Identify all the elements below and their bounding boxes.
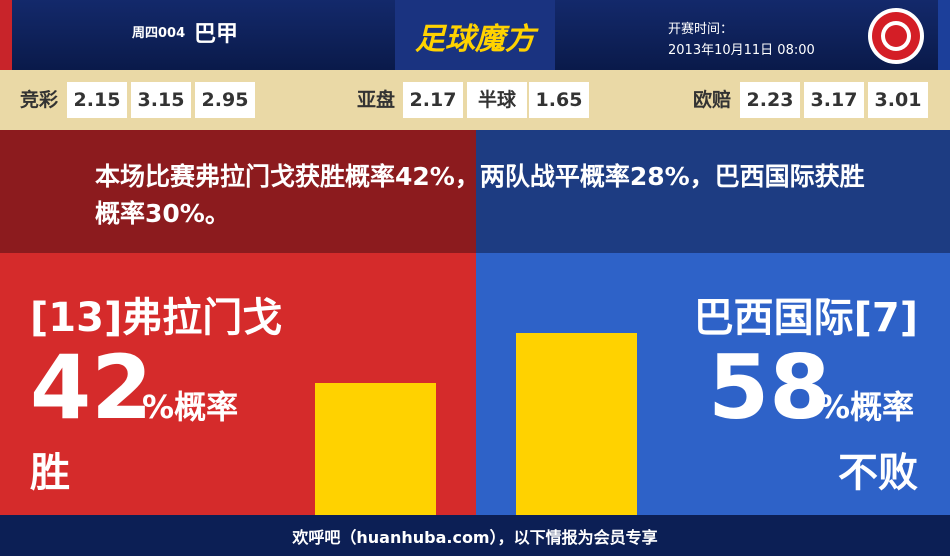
odds-value: 2.17 — [403, 82, 463, 118]
odds-value: 2.23 — [740, 82, 800, 118]
summary-bg-left — [0, 130, 476, 253]
team-badge — [868, 8, 924, 64]
time: 2013年10月11日 08:00 — [668, 43, 815, 58]
match-no: 周四004 — [132, 26, 186, 41]
odds-label: 竞彩 — [20, 89, 59, 111]
home-unit: %概率 — [142, 388, 239, 426]
odds-value: 3.15 — [131, 82, 191, 118]
odds-value: 2.15 — [67, 82, 127, 118]
away-value: 58 — [708, 336, 831, 439]
odds-label: 亚盘 — [357, 89, 396, 111]
away-bar — [516, 332, 637, 515]
logo-box — [395, 0, 555, 70]
footer: 欢呼吧（huanhuba.com），以下情报为会员专享 — [292, 528, 658, 547]
away-outcome: 不败 — [838, 450, 918, 496]
away-unit: %概率 — [818, 388, 915, 426]
edge — [0, 0, 12, 70]
odds-label: 欧赔 — [693, 89, 732, 111]
odds-value: 半球 — [467, 82, 527, 118]
home-bar — [315, 383, 436, 515]
edge — [938, 0, 950, 70]
odds-value: 3.01 — [868, 82, 928, 118]
time-label: 开赛时间： — [668, 22, 734, 37]
summary: 本场比赛弗拉门戈获胜概率42%，两队战平概率28%，巴西国际获胜概率30%。 — [95, 162, 865, 228]
logo: 足球魔方 — [415, 22, 535, 57]
footer-bg — [0, 515, 950, 556]
league: 巴甲 — [194, 22, 239, 47]
odds-value: 2.95 — [195, 82, 255, 118]
away-name: 巴西国际[7] — [693, 295, 918, 341]
home-name: [13]弗拉门戈 — [30, 295, 283, 341]
home-value: 42 — [30, 336, 153, 439]
home-outcome: 胜 — [30, 450, 70, 496]
summary-bg-right — [476, 130, 950, 253]
odds-value: 1.65 — [529, 82, 589, 118]
odds-value: 3.17 — [804, 82, 864, 118]
